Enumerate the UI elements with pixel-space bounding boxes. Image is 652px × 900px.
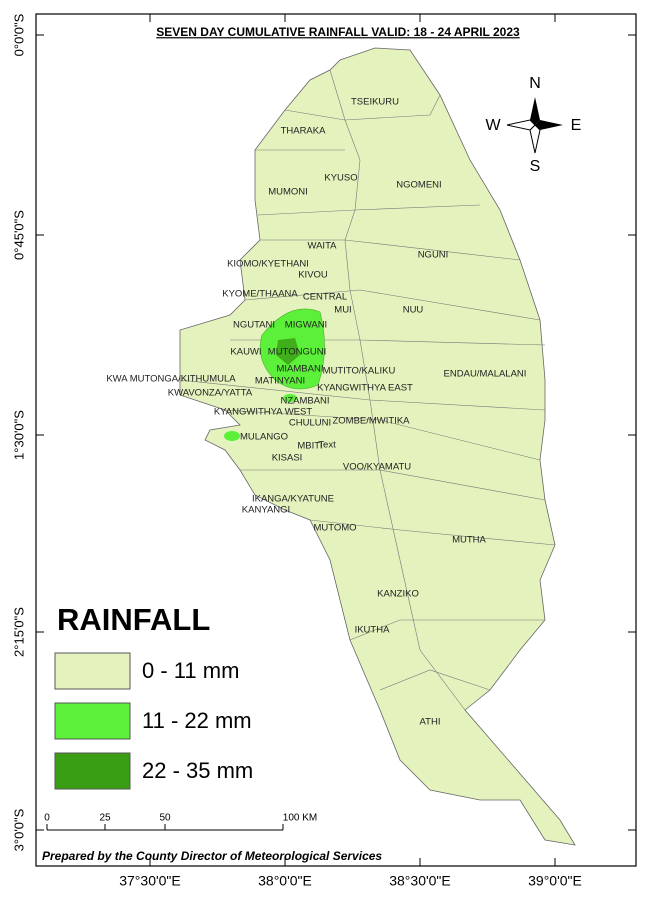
lat-label: 1°30'0"S	[11, 410, 26, 460]
region-label: TSEIKURU	[351, 97, 399, 108]
lat-label: 0°45'0"S	[11, 210, 26, 260]
compass-north: N	[529, 75, 541, 92]
footer: Prepared by the County Director of Meteo…	[42, 849, 382, 863]
lat-label: 3°0'0"S	[11, 808, 26, 851]
scale-label: 100 KM	[283, 813, 317, 824]
region-label: KYUSO	[324, 173, 357, 184]
legend-label: 22 - 35 mm	[142, 758, 253, 783]
region-label: KYANGWITHYA EAST	[317, 383, 413, 394]
region-label: MULANGO	[240, 432, 288, 443]
compass-east: E	[571, 117, 582, 134]
region-label: KIOMO/KYETHANI	[227, 259, 309, 270]
lon-label: 38°30'0"E	[389, 873, 451, 889]
region-label: KIVOU	[298, 270, 328, 281]
scale-label: 50	[159, 813, 171, 824]
region-label: MBITI	[297, 441, 322, 452]
scale-label: 0	[44, 813, 50, 824]
region-label: ATHI	[420, 717, 441, 728]
lat-label: 0°0'0"S	[11, 13, 26, 56]
region-label: MIGWANI	[285, 320, 327, 331]
region-label: CHULUNI	[289, 418, 331, 429]
region-label: MUMONI	[268, 187, 308, 198]
rain-patch-heavy	[276, 338, 300, 365]
region-label: MUTITO/KALIKU	[323, 366, 396, 377]
region-label: MUTOMO	[313, 523, 356, 534]
scale-bar: 0 25 50 100 KM	[44, 813, 317, 831]
compass-south: S	[530, 158, 541, 175]
legend-swatch	[54, 702, 131, 740]
region-label: KYOME/THAANA	[222, 289, 298, 300]
lon-label: 37°30'0"E	[119, 873, 181, 889]
region-label: CENTRAL	[303, 292, 347, 303]
region-label: MIAMBANI	[277, 364, 324, 375]
region-label: KYANGWITHYA WEST	[214, 407, 313, 418]
map-title: SEVEN DAY CUMULATIVE RAINFALL VALID: 18 …	[156, 25, 520, 39]
region-label: VOO/KYAMATU	[343, 462, 411, 473]
region-label: WAITA	[307, 241, 337, 252]
region-label: KANZIKO	[377, 589, 419, 600]
region-label: IKUTHA	[355, 625, 391, 636]
legend-swatch	[54, 752, 131, 790]
region-label: ZOMBE/MWITIKA	[332, 416, 410, 427]
region-label: KWA MUTONGA/KITHUMULA	[106, 374, 236, 385]
compass: N S E W	[485, 75, 581, 175]
lon-label: 38°0'0"E	[258, 873, 312, 889]
region-label: MUTONGUNI	[268, 347, 326, 358]
region-label: NGUTANI	[233, 320, 275, 331]
lon-label: 39°0'0"E	[528, 873, 582, 889]
scale-label: 25	[99, 813, 111, 824]
legend-label: 0 - 11 mm	[142, 658, 239, 683]
compass-west: W	[485, 117, 501, 134]
region-label: KANYANGI	[242, 505, 290, 516]
region-label: Text	[318, 440, 336, 451]
region-label: IKANGA/KYATUNE	[252, 494, 334, 505]
region-label: KWAVONZA/YATTA	[168, 388, 253, 399]
region-label: MUTHA	[452, 535, 486, 546]
rain-patch-medium	[224, 431, 240, 441]
region-label: ENDAU/MALALANI	[444, 369, 527, 380]
legend-swatch	[54, 652, 131, 690]
region-label: NUU	[403, 305, 424, 316]
legend-label: 11 - 22 mm	[142, 708, 252, 733]
legend-title: RAINFALL	[57, 602, 210, 637]
region-label: NGUNI	[418, 250, 449, 261]
region-label: NGOMENI	[396, 180, 441, 191]
lat-label: 2°15'0"S	[11, 607, 26, 657]
region-label: KISASI	[272, 453, 303, 464]
region-label: MATINYANI	[255, 376, 305, 387]
rain-patch-medium	[283, 394, 297, 402]
region-label: NZAMBANI	[280, 396, 329, 407]
region-label: MUI	[334, 305, 351, 316]
region-label: THARAKA	[281, 126, 327, 137]
region-label: KAUWI	[230, 347, 261, 358]
